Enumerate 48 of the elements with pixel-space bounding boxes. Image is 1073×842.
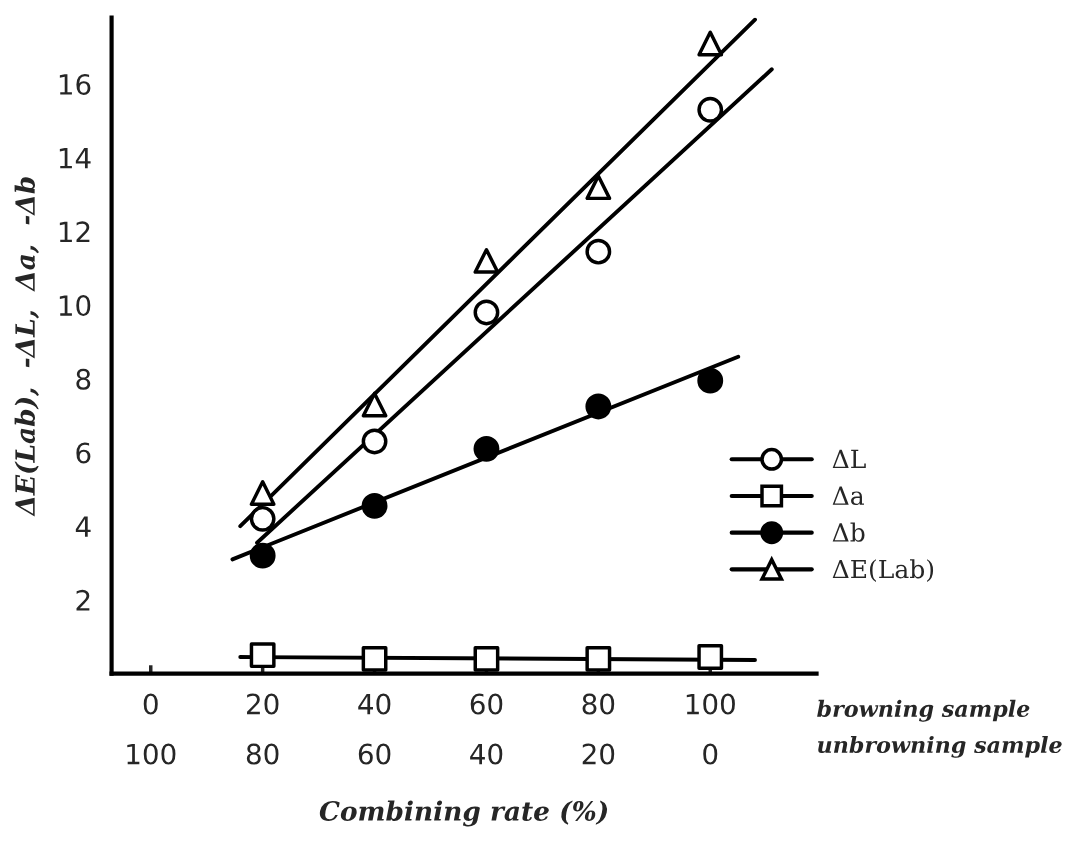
y-tick-label: 10 [59, 295, 91, 317]
legend-label: ΔE(Lab) [832, 559, 934, 583]
point [249, 542, 276, 569]
x-tick-label: 40 [358, 693, 391, 715]
point [697, 367, 724, 394]
x2-tick-label: 100 [127, 743, 176, 765]
text: browning sample [817, 699, 1030, 722]
point [697, 30, 724, 57]
x-tick-label: 20 [247, 693, 279, 715]
x-tick-label: 100 [686, 693, 735, 715]
point [473, 645, 500, 672]
x2-tick-label: 80 [246, 743, 279, 765]
x-tick-label: 60 [470, 693, 503, 715]
y-tick-label: 16 [59, 73, 91, 95]
y-tick-label: 12 [59, 221, 90, 242]
point [697, 644, 724, 670]
y-tick-label: 14 [59, 148, 91, 169]
point [249, 505, 276, 532]
point [361, 428, 388, 455]
point [473, 435, 500, 462]
legend-label: Δa [832, 486, 864, 506]
point [585, 174, 612, 201]
y-tick-label: 2 [76, 589, 90, 611]
x2-tick-label: 0 [703, 743, 718, 765]
point [361, 493, 388, 519]
legend-label: Δb [832, 522, 865, 542]
x2-tick-label: 40 [470, 743, 503, 765]
x-axis-title: Combining rate (%) [319, 800, 608, 827]
point [361, 645, 388, 672]
point [249, 642, 276, 669]
point [473, 299, 500, 326]
point [697, 96, 724, 123]
y-tick-label: 4 [75, 516, 91, 537]
point [585, 645, 612, 672]
y-tick-label: 6 [76, 442, 91, 464]
y-tick-label: 8 [76, 368, 91, 390]
point [585, 238, 612, 265]
x2-tick-label: 20 [582, 743, 615, 765]
x-tick-label: 80 [582, 693, 615, 715]
x-tick-label: 0 [143, 693, 158, 715]
point [249, 480, 276, 506]
x2-tick-label: 60 [358, 743, 391, 765]
point [361, 391, 388, 418]
point [585, 393, 612, 420]
text: unbrowning sample [817, 735, 1062, 758]
y-axis-title: ΔE(Lab), -ΔL, Δa, -Δb [14, 177, 39, 517]
legend-label: ΔL [832, 449, 866, 469]
point [473, 247, 500, 274]
